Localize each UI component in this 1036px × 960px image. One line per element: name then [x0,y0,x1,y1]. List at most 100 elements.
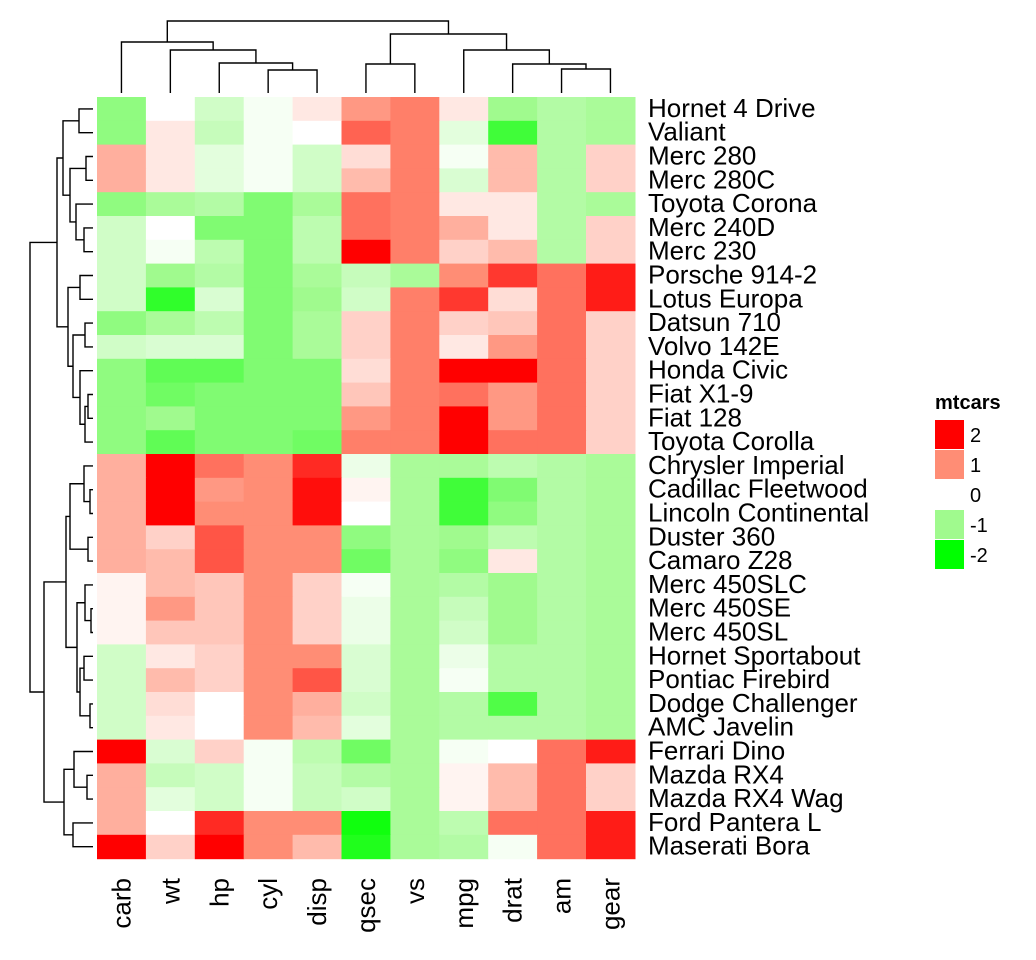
heatmap-cell [97,596,147,622]
row-label: Lincoln Continental [648,498,869,528]
dendrogram-branch [83,655,93,681]
heatmap-cell [292,311,343,336]
heatmap-cell [341,406,391,431]
dendrogram-branch [29,241,57,693]
heatmap-cell [243,596,294,622]
heatmap-cell [537,834,587,860]
heatmap-cell [292,430,343,455]
heatmap-cell [292,216,343,241]
heatmap-cell [194,239,245,265]
row-dendrogram [29,108,93,848]
heatmap-cell [97,263,147,288]
heatmap-cell [145,382,196,407]
heatmap-cell [488,406,538,431]
heatmap-cell [292,192,343,217]
heatmap-cell [488,668,538,693]
heatmap-cell [194,454,245,479]
legend-title: mtcars [935,392,1001,414]
heatmap-cell [390,739,440,764]
heatmap-cell [194,573,245,598]
heatmap-cell [586,287,636,312]
heatmap-cell [537,144,587,169]
heatmap-cell [341,430,391,455]
row-label: Camaro Z28 [648,545,793,575]
heatmap-cell [586,382,636,407]
heatmap-cell [488,477,538,503]
heatmap-cell [390,263,440,288]
heatmap-cell [488,335,538,360]
heatmap-cell [145,311,196,336]
heatmap-cell [194,715,245,741]
heatmap-cell [292,525,343,550]
heatmap-cell [243,406,294,431]
heatmap-cell [243,811,294,836]
heatmap-cell [341,358,391,384]
heatmap-cell [341,454,391,479]
heatmap-cell [390,477,440,503]
row-label: Hornet Sportabout [648,640,861,670]
heatmap-cell [586,573,636,598]
heatmap-cell [145,216,196,241]
heatmap-cell [488,144,538,169]
heatmap-cell [390,501,440,526]
heatmap-cell [390,287,440,312]
row-label: Hornet 4 Drive [648,93,816,123]
heatmap-cell [586,263,636,288]
column-label: hp [204,878,234,907]
legend-swatch [935,480,964,509]
heatmap-cell [341,739,391,764]
dendrogram-branch [169,49,257,93]
heatmap-cell [194,596,245,622]
heatmap-cell [243,644,294,669]
heatmap-cell [488,787,538,812]
heatmap-cell [97,573,147,598]
column-dendrogram [120,20,612,93]
heatmap-cell [145,477,196,503]
heatmap-cell [488,715,538,741]
heatmap-cell [341,763,391,788]
column-label: drat [498,877,528,923]
heatmap-cell [586,454,636,479]
dendrogram-branch [90,608,93,634]
heatmap-cell [439,477,489,503]
heatmap-cell [97,120,147,146]
heatmap-cell [537,335,587,360]
heatmap-cell [97,668,147,693]
heatmap-cell [194,358,245,384]
heatmap-cell [97,358,147,384]
legend-swatch [935,450,964,479]
column-label: qsec [351,878,381,933]
heatmap-cell [97,406,147,431]
legend-swatch [935,540,964,569]
heatmap-cell [97,430,147,455]
heatmap-cell [194,620,245,645]
column-labels: carb wt hp cyl disp qsec vs mpg drat am gear [106,877,625,933]
column-label: gear [595,878,625,930]
heatmap-cell [292,239,343,265]
heatmap-cell [439,668,489,693]
heatmap-cell [243,692,294,717]
heatmap-cell [537,287,587,312]
heatmap-cell [586,668,636,693]
heatmap-cell [488,287,538,312]
heatmap-cell [537,477,587,503]
heatmap-cell [488,501,538,526]
heatmap-cell [537,763,587,788]
heatmap-cell [586,311,636,336]
heatmap-cell [537,216,587,241]
heatmap-cell [439,573,489,598]
heatmap-cell [243,120,294,146]
heatmap-cell [194,692,245,717]
heatmap-cell [439,692,489,717]
row-label: Volvo 142E [648,331,780,361]
heatmap-cell [97,144,147,169]
heatmap-cell [390,573,440,598]
heatmap-cell [145,430,196,455]
heatmap-cell [145,668,196,693]
heatmap-cell [439,168,489,193]
dendrogram-branch [65,515,77,649]
heatmap-cell [292,287,343,312]
heatmap-cell [97,477,147,503]
heatmap-cell [537,97,587,122]
